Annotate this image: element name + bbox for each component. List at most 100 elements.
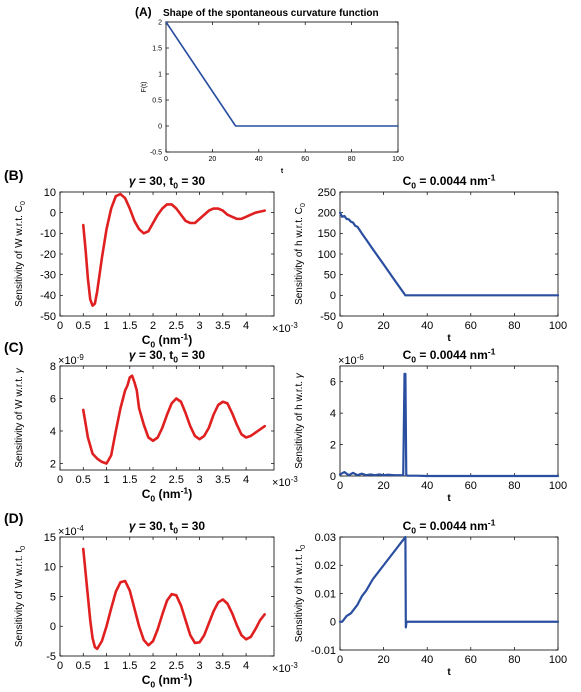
x-axis-label: C0 (nm-1) [142,331,192,349]
y-tick-label: 0 [330,471,336,483]
label-run: γ [294,372,305,378]
x-tick-label: 100 [549,320,567,332]
label-run: ( [155,673,162,687]
x-tick-label: 0.5 [76,474,91,486]
label-run: γ [129,519,137,533]
y-tick-label: 50 [324,270,336,282]
y-tick-label: 6 [330,377,336,389]
label-run: 0 [18,201,27,205]
label-run: Sensitivity of W w.r.t. [14,553,25,647]
label-run: Sensitivity of h w.r.t. [294,378,305,469]
label-run: × [58,355,64,367]
x-tick-label: 0.5 [76,660,91,672]
label-run: nm [163,487,181,501]
x-tick-label: 2 [150,474,156,486]
y-axis-label: Sensitivity of h w.r.t. γ [294,372,305,469]
series-line [81,547,266,651]
x-tick-label: 20 [377,320,389,332]
label-run: nm [470,348,488,362]
label-run: t [281,168,284,175]
y-tick-label: 200 [318,208,336,220]
y-axis-label: Sensitivity of W w.r.t. t0 [14,546,27,647]
label-run: 0 [411,355,416,365]
x-tick-label: 1.5 [122,660,137,672]
x-tick-label: 20 [377,480,389,492]
label-run: = 30, [136,348,170,362]
label-run: × [272,477,278,489]
label-run: 10 [278,477,290,489]
y-tick-label: 250 [318,187,336,199]
y-tick-label: 2 [330,439,336,451]
label-run: = 0.0044 [416,519,470,533]
x-tick-label: 1.5 [122,474,137,486]
x-tick-label: 100 [549,480,567,492]
x-tick-label: 1 [103,320,109,332]
y-tick-label: -40 [40,290,56,302]
label-run: t [169,174,173,188]
label-run: -1 [488,517,496,527]
y-tick-label: 8 [50,361,56,373]
y-tick-label: 4 [50,426,56,438]
label-run: ) [188,673,192,687]
x-tick-label: 3 [197,660,203,672]
plot-frame [339,536,559,651]
x-tick-label: 2 [150,320,156,332]
x-tick-label: 3.5 [215,474,230,486]
label-run: ( [155,487,162,501]
label-run: ) [188,487,192,501]
label-run: = 0.0044 [416,348,470,362]
label-run: -1 [181,331,189,341]
label-run: nm [470,174,488,188]
label-run: × [338,355,344,367]
chart-title: γ = 30, t0 = 30 [129,519,206,536]
label-run: γ [129,174,137,188]
x-tick-label: 20 [209,156,217,163]
plot-frame [339,191,559,317]
plot-frame [59,191,275,317]
label-run: Sensitivity of h w.r.t. [294,552,305,643]
x-tick-label: 2.5 [169,320,184,332]
y-tick-label: 0.03 [315,532,336,544]
panel-a-title: Shape of the spontaneous curvature funct… [163,8,379,19]
x-tick-label: 80 [508,654,520,666]
label-run: F(t) [141,82,148,93]
label-run: × [272,323,278,335]
x-tick-label: 3 [197,320,203,332]
y-tick-label: 5 [50,591,56,603]
x-tick-label: 4 [243,320,249,332]
label-run: C [142,333,151,347]
x-tick-label: 0.5 [76,320,91,332]
label-run: γ [14,367,25,373]
label-run: C [142,487,151,501]
y-tick-label: -20 [40,249,56,261]
x-tick-label: 80 [508,480,520,492]
series-line [81,374,266,465]
x-axis-label: t [447,667,451,678]
label-run: 0 [298,545,307,549]
x-tick-label: 2 [150,660,156,672]
plot-frame [165,21,399,153]
x-tick-label: 3.5 [215,660,230,672]
label-run: C [14,205,25,212]
x-tick-label: 40 [255,156,263,163]
x-tick-label: 0 [337,654,343,666]
y-tick-label: -30 [40,270,56,282]
y-tick-label: 1 [158,71,162,78]
label-run: 0 [411,181,416,191]
x-tick-label: 0 [337,320,343,332]
chart-title: C0 = 0.0044 nm-1 [403,172,496,190]
y-axis-label: Sensitivity of h w.r.t. t0 [294,545,307,642]
y-tick-label: 0.02 [315,560,336,572]
x-tick-label: 40 [421,480,433,492]
label-run: C [294,207,305,214]
x-tick-label: 100 [549,654,567,666]
label-run: = 30, [136,174,170,188]
y-tick-label: 6 [50,393,56,405]
label-run: = 0.0044 [416,174,470,188]
label-run: 0 [173,526,178,536]
y-tick-label: 0 [50,208,56,220]
label-run: nm [163,673,181,687]
